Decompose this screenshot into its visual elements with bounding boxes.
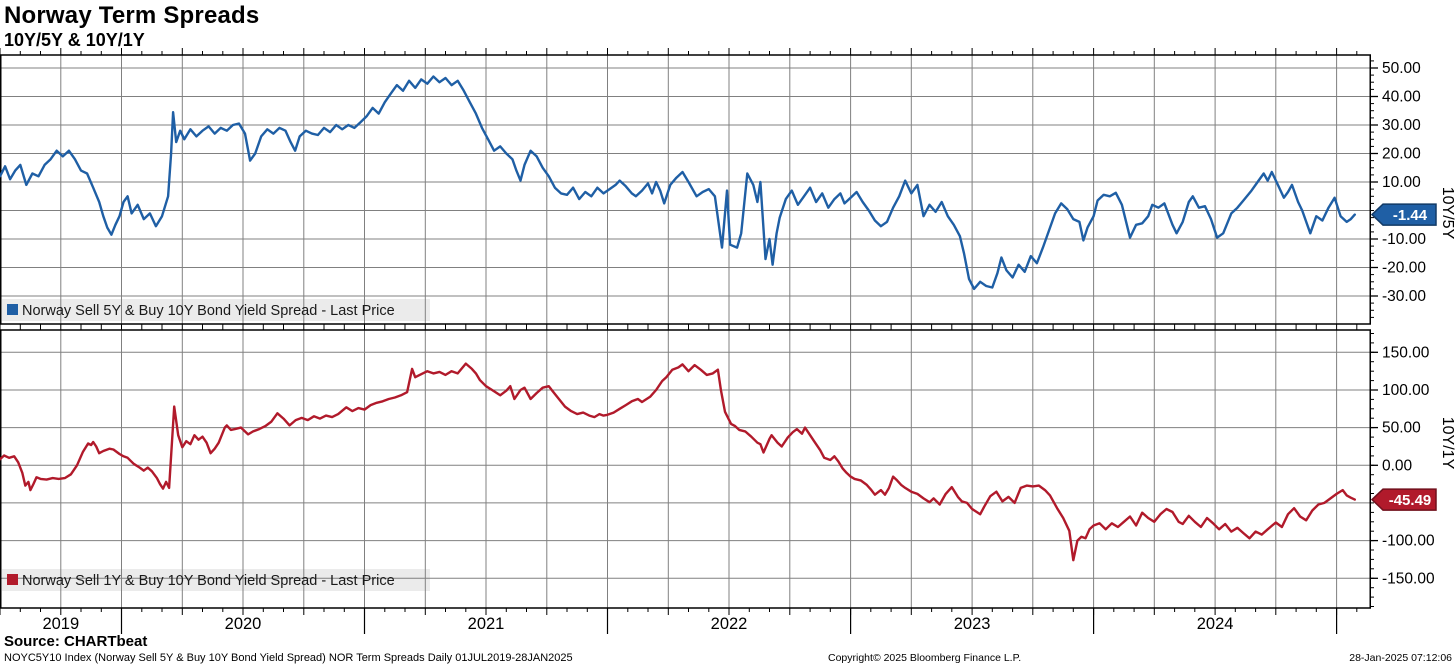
axis-title-10y5y: 10Y/5Y — [1439, 187, 1456, 240]
timestamp-label: 28-Jan-2025 07:12:06 — [1349, 652, 1452, 664]
year-label: 2020 — [225, 615, 262, 633]
y-tick-label: -100.00 — [1382, 533, 1435, 550]
y-tick-label: 150.00 — [1382, 344, 1430, 361]
page-subtitle: 10Y/5Y & 10Y/1Y — [4, 30, 145, 50]
axis-title-10y1y: 10Y/1Y — [1439, 417, 1456, 470]
legend-bottom: Norway Sell 1Y & Buy 10Y Bond Yield Spre… — [7, 573, 395, 589]
legend-bg-top — [2, 299, 430, 321]
year-label: 2023 — [954, 615, 991, 633]
source-label: Source: CHARTbeat — [4, 633, 148, 650]
y-tick-label: 50.00 — [1382, 60, 1421, 77]
last-price-value: -1.44 — [1393, 207, 1428, 224]
legend-top: Norway Sell 5Y & Buy 10Y Bond Yield Spre… — [7, 303, 395, 319]
year-label: 2019 — [42, 615, 79, 633]
last-price-value: -45.49 — [1389, 492, 1432, 509]
y-tick-label: -10.00 — [1382, 231, 1426, 248]
legend-bg-bottom — [2, 569, 430, 591]
copyright-label: Copyright© 2025 Bloomberg Finance L.P. — [828, 652, 1022, 664]
series-line-10y5y — [0, 75, 1357, 291]
year-label: 2021 — [468, 615, 505, 633]
y-tick-label: 30.00 — [1382, 117, 1421, 134]
page-title: Norway Term Spreads — [4, 2, 260, 29]
year-label: 2022 — [711, 615, 748, 633]
last-price-badge — [1370, 203, 1437, 226]
y-tick-label: 10.00 — [1382, 174, 1421, 191]
legend-swatch-10y1y — [7, 574, 18, 585]
tick-layer — [0, 48, 1378, 634]
last-price-badge — [1370, 488, 1437, 511]
y-tick-label: -20.00 — [1382, 260, 1426, 277]
panel-frame-top — [0, 54, 1371, 325]
y-tick-label: 40.00 — [1382, 89, 1421, 106]
y-tick-label: 0.00 — [1382, 457, 1413, 474]
panel-frame-bottom — [0, 329, 1371, 609]
legend-swatch-10y5y — [7, 304, 18, 315]
year-label: 2024 — [1197, 615, 1234, 633]
grid-layer — [0, 55, 1370, 608]
series-layer — [0, 75, 1357, 562]
y-tick-label: 20.00 — [1382, 146, 1421, 163]
y-tick-label: 100.00 — [1382, 382, 1430, 399]
legend-label-10y1y: Norway Sell 1Y & Buy 10Y Bond Yield Spre… — [22, 573, 395, 589]
ticker-description: NOYC5Y10 Index (Norway Sell 5Y & Buy 10Y… — [4, 652, 573, 664]
last-price-badge-layer: -1.44 -45.49 — [1370, 203, 1437, 511]
y-tick-label: -150.00 — [1382, 570, 1435, 587]
series-line-10y1y — [0, 362, 1357, 562]
y-tick-label: 50.00 — [1382, 420, 1421, 437]
y-tick-label: -30.00 — [1382, 288, 1426, 305]
legend-label-10y5y: Norway Sell 5Y & Buy 10Y Bond Yield Spre… — [22, 303, 395, 319]
axis-label-layer: 50.00 40.00 30.00 20.00 10.00 -10.00 -20.00 -30… — [42, 60, 1435, 633]
